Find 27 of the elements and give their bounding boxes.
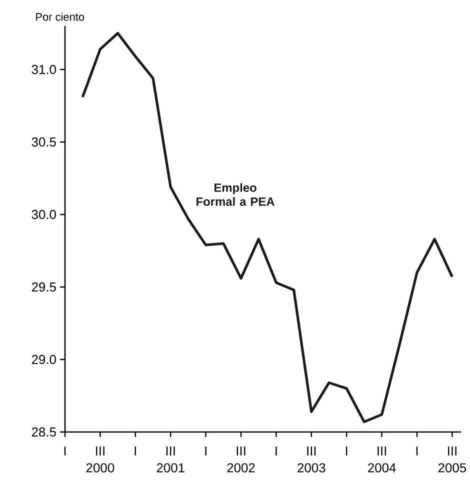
series-label: Empleo Formal a PEA — [196, 183, 274, 206]
y-tick-label: 30.0 — [32, 210, 56, 220]
x-tick-label: III — [307, 446, 316, 456]
x-tick-label: I — [64, 446, 66, 456]
x-tick-label: III — [166, 446, 175, 456]
text: 2004 — [368, 463, 396, 472]
text: 2002 — [227, 463, 255, 472]
y-tick-label: 31.0 — [32, 64, 56, 74]
x-tick-label: I — [416, 446, 418, 456]
line-series — [81, 32, 454, 424]
x-tick-label: I — [205, 446, 206, 456]
x-tick-label: I — [276, 446, 277, 456]
x-tick-label: III — [96, 446, 104, 456]
y-axis-title: Por ciento — [36, 12, 84, 21]
x-tick-label: III — [448, 446, 456, 456]
x-tick-label: I — [134, 446, 136, 456]
y-tick-label: 29.5 — [32, 282, 56, 292]
x-tick-label: III — [378, 446, 386, 456]
y-tick-label: 30.5 — [32, 137, 56, 147]
x-tick-label: I — [346, 446, 348, 456]
text: 2005 — [438, 463, 466, 472]
text: 2001 — [156, 463, 184, 472]
text: 2003 — [298, 463, 326, 472]
y-tick-label: 29.0 — [32, 354, 56, 364]
text: 2000 — [86, 463, 114, 472]
y-tick-label: 28.5 — [32, 427, 56, 437]
x-tick-label: III — [236, 446, 246, 456]
